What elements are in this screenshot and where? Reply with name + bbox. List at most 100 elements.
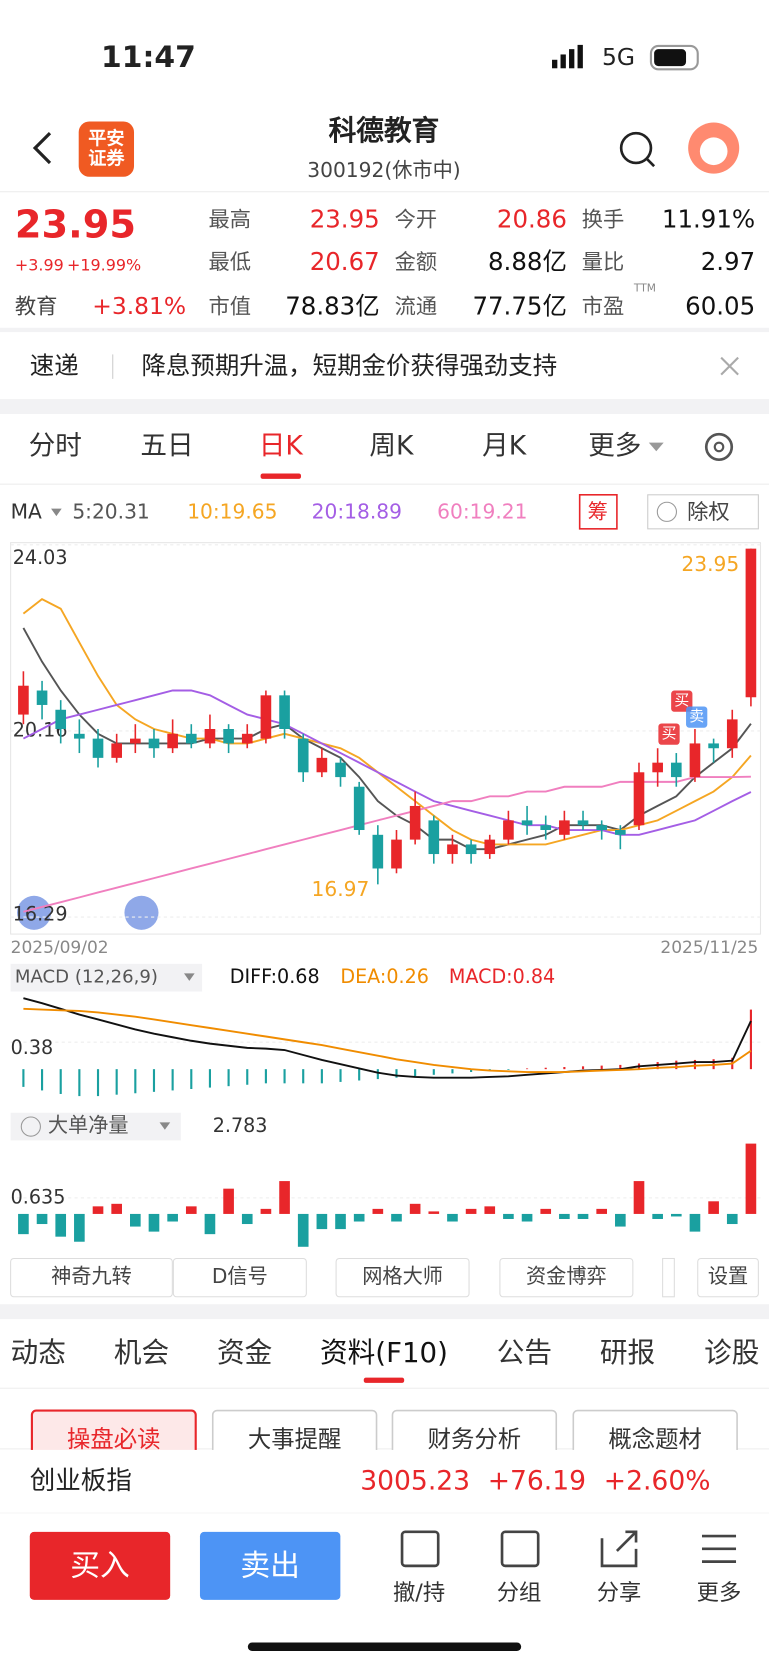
buy-button[interactable]: [29, 1531, 171, 1600]
signal-text: 卖: [689, 707, 704, 725]
dropdown[interactable]: [648, 442, 664, 452]
candle-body: [577, 820, 589, 826]
ma-line: [22, 627, 752, 851]
buy-label[interactable]: 买入: [70, 1548, 130, 1583]
period-tab[interactable]: 更多: [588, 430, 641, 461]
back-button[interactable]: [32, 132, 52, 165]
network: 5G: [602, 43, 635, 71]
toolbar-label[interactable]: 更多: [697, 1580, 742, 1606]
candle-body: [185, 733, 197, 744]
tool-button[interactable]: [499, 1257, 634, 1298]
field-label: 换手: [582, 207, 625, 232]
flow-bar: [745, 1143, 757, 1214]
clock: 11:47: [101, 40, 196, 75]
info-icon: [656, 501, 677, 522]
y-tick-label: 0.635: [11, 1185, 66, 1208]
candle-body: [241, 733, 253, 744]
candle-body: [708, 743, 719, 749]
period-tab[interactable]: 日K: [259, 430, 304, 461]
flow-bar: [484, 1206, 496, 1214]
search-handle: [645, 157, 656, 168]
expand-button[interactable]: [17, 895, 52, 930]
flow-bar: [241, 1213, 253, 1225]
macd-line: [23, 997, 752, 1079]
settings-button[interactable]: [704, 432, 734, 462]
flow-bar: [615, 1213, 626, 1227]
chip[interactable]: 筹: [588, 499, 608, 523]
macd-title[interactable]: MACD (12,26,9): [15, 967, 158, 988]
field-value: 11.91%: [662, 204, 755, 233]
candle-body: [391, 839, 402, 869]
dropdown[interactable]: [51, 508, 62, 517]
gap: [0, 1304, 769, 1320]
settings-center: [713, 441, 725, 453]
field-value: 60.05: [685, 292, 755, 321]
stock-name: 科德教育: [329, 114, 440, 147]
index-pct: +2.60%: [604, 1465, 711, 1496]
tab-underline: [260, 473, 302, 479]
tool-button[interactable]: [335, 1257, 470, 1298]
y-tick-label: 24.03: [13, 546, 68, 569]
signal-text: 买: [662, 724, 677, 742]
tool-label: 设置: [708, 1264, 748, 1288]
tool-button[interactable]: [10, 1257, 173, 1298]
field-value: 23.95: [310, 204, 380, 233]
info-tab[interactable]: 资料(F10): [320, 1336, 448, 1369]
info-tab[interactable]: 机会: [114, 1336, 169, 1369]
news-text[interactable]: 降息预期升温，短期金价获得强劲支持: [141, 351, 557, 380]
avatar-face: [699, 137, 728, 166]
sell-label[interactable]: 卖出: [240, 1548, 300, 1583]
candle-body: [279, 695, 290, 730]
tool-button[interactable]: [172, 1257, 307, 1298]
period-tab[interactable]: 五日: [140, 430, 193, 461]
flow-bar: [559, 1213, 570, 1219]
period-tab[interactable]: 周K: [369, 430, 414, 461]
toolbar-label[interactable]: 撤/持: [393, 1580, 445, 1606]
field-value: 8.88亿: [488, 247, 567, 276]
dropdown[interactable]: [184, 973, 195, 981]
macd-line: [23, 1007, 752, 1073]
search-button[interactable]: [619, 131, 653, 165]
fullscreen-button[interactable]: [124, 895, 159, 930]
candle-body: [18, 685, 29, 715]
info-tab[interactable]: 研报: [600, 1336, 655, 1369]
toolbar-label[interactable]: 分组: [497, 1580, 542, 1606]
candle-body: [36, 690, 48, 705]
flow-bar: [596, 1208, 608, 1214]
sub-button-label: 概念题材: [608, 1425, 702, 1453]
signal-text: 买: [674, 691, 689, 709]
candle-body: [465, 844, 477, 855]
price: 23.95: [15, 202, 136, 247]
max-label: 23.95: [681, 552, 739, 576]
toolbar-icons: [400, 1530, 737, 1568]
info-tab[interactable]: 公告: [497, 1336, 552, 1369]
flow-title[interactable]: 大单净量: [48, 1113, 129, 1137]
tool-button[interactable]: [662, 1257, 675, 1298]
period-tab[interactable]: 月K: [482, 430, 527, 461]
flow-bar: [708, 1201, 719, 1214]
tool-button[interactable]: [697, 1257, 759, 1298]
signal-icon: [552, 44, 583, 69]
candle-body: [55, 709, 67, 729]
candle-body: [596, 825, 608, 831]
chip-box[interactable]: [578, 494, 618, 530]
candle-body: [204, 729, 216, 744]
change-pct: +19.99%: [67, 256, 141, 275]
flow-latest: 2.783: [213, 1114, 268, 1137]
dropdown[interactable]: [159, 1122, 171, 1130]
adjust-button[interactable]: 除权: [687, 500, 730, 525]
sell-button[interactable]: [199, 1531, 341, 1600]
toolbar-label[interactable]: 分享: [597, 1580, 642, 1606]
info-tab[interactable]: 动态: [11, 1336, 66, 1369]
close-button[interactable]: [720, 356, 739, 376]
info-tab[interactable]: 资金: [217, 1336, 272, 1369]
button-box[interactable]: [647, 494, 759, 530]
period-tab[interactable]: 分时: [29, 430, 82, 461]
logo-text: 平安: [88, 128, 124, 150]
candle-body: [745, 548, 757, 698]
info-tab[interactable]: 诊股: [704, 1336, 759, 1369]
candle-body: [503, 820, 514, 840]
y-tick-label: 0.38: [11, 1036, 54, 1059]
sub-button-label: 财务分析: [428, 1425, 522, 1453]
field-value: 20.86: [497, 204, 567, 233]
